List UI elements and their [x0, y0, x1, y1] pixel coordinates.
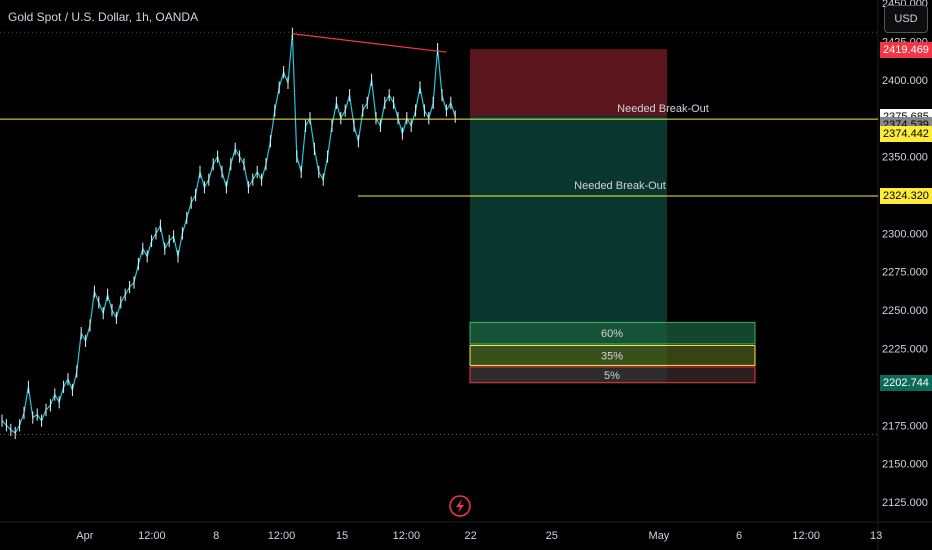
y-tick-label: 2350.000 [882, 152, 928, 164]
zone-label: 5% [604, 370, 620, 382]
y-tick-label: 2125.000 [882, 497, 928, 509]
y-tick-label: 2150.000 [882, 459, 928, 471]
price-tag-yellow: 2324.320 [880, 188, 932, 204]
chart-title: Gold Spot / U.S. Dollar, 1h, OANDA [8, 10, 199, 24]
x-tick-label: 12:00 [268, 530, 296, 542]
x-tick-label: 12:00 [792, 530, 820, 542]
lightning-icon [449, 495, 471, 517]
x-tick-label: 22 [465, 530, 477, 542]
price-tag-teal: 2202.744 [880, 374, 932, 391]
x-tick-label: 13 [870, 530, 882, 542]
lightning-bolt-icon [456, 499, 464, 513]
currency-selector[interactable]: USD [884, 5, 928, 33]
x-tick-label: Apr [76, 530, 93, 542]
breakout-label: Needed Break-Out [617, 103, 709, 115]
price-tag-value: 2324.320 [883, 190, 929, 202]
zone-label: 35% [601, 350, 623, 362]
price-tag-value: 2419.469 [883, 43, 929, 56]
target-zone-1 [469, 321, 756, 345]
y-tick-label: 2175.000 [882, 420, 928, 432]
resistance-trendline [292, 33, 447, 53]
breakout-label: Needed Break-Out [574, 180, 666, 192]
x-tick-label: 15 [336, 530, 348, 542]
price-tag-red: 2419.469 [880, 41, 932, 58]
target-zone-3 [469, 366, 756, 384]
zone-label: 60% [601, 328, 623, 340]
price-tag-yellow: 2374.442 [880, 126, 932, 143]
stop-loss-zone [470, 49, 667, 116]
y-tick-label: 2300.000 [882, 228, 928, 240]
x-tick-label: 12:00 [393, 530, 421, 542]
price-tag-value: 2202.744 [883, 376, 929, 389]
x-tick-label: May [649, 530, 670, 542]
x-tick-label: 8 [213, 530, 219, 542]
x-tick-label: 25 [546, 530, 558, 542]
y-tick-label: 2250.000 [882, 305, 928, 317]
price-tag-value: 2374.442 [883, 128, 929, 141]
x-tick-label: 12:00 [138, 530, 166, 542]
target-zone-2 [469, 344, 756, 366]
y-tick-label: 2275.000 [882, 267, 928, 279]
x-tick-label: 6 [736, 530, 742, 542]
price-series-line [1, 33, 456, 434]
y-tick-label: 2400.000 [882, 75, 928, 87]
y-tick-label: 2225.000 [882, 344, 928, 356]
